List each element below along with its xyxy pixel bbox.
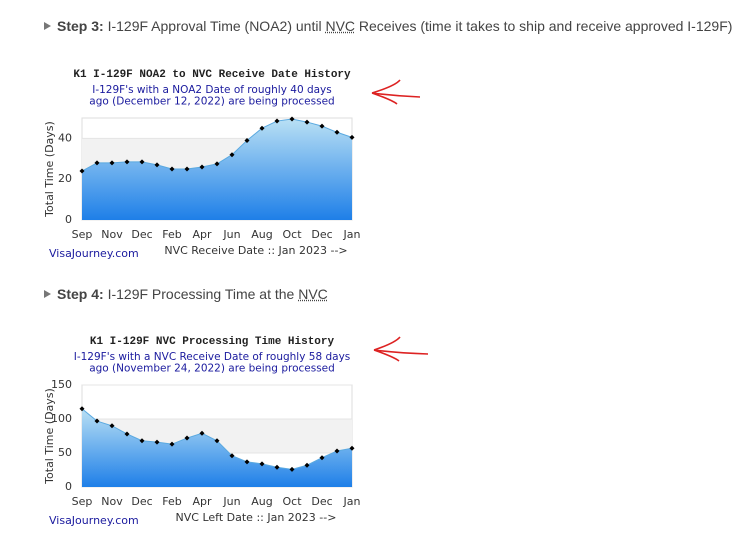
x-tick-label: Sep <box>72 228 93 241</box>
x-tick-label: Oct <box>282 228 302 241</box>
y-tick-label: 0 <box>65 480 72 493</box>
x-tick-label: Jun <box>222 495 240 508</box>
source-link[interactable]: VisaJourney.com <box>49 514 139 527</box>
point <box>199 164 205 170</box>
x-tick-label: Sep <box>72 495 93 508</box>
step-label: Step 3: <box>57 18 104 34</box>
point <box>139 159 145 165</box>
area <box>82 408 352 487</box>
point <box>169 166 175 172</box>
chart-subtitle: ago (December 12, 2022) are being proces… <box>89 96 334 108</box>
x-tick-label: Dec <box>311 228 332 241</box>
x-tick-label: Feb <box>162 495 181 508</box>
point <box>274 118 280 124</box>
point <box>304 462 310 468</box>
step-heading[interactable]: Step 3: I-129F Approval Time (NOA2) unti… <box>44 18 732 34</box>
point <box>79 406 85 412</box>
y-tick-label: 100 <box>51 412 72 425</box>
point <box>184 166 190 172</box>
point <box>154 439 160 445</box>
source-link[interactable]: VisaJourney.com <box>49 247 139 260</box>
point <box>79 168 85 174</box>
x-axis-label: NVC Left Date :: Jan 2023 --> <box>176 511 337 524</box>
chart-subtitle: I-129F's with a NVC Receive Date of roug… <box>74 351 351 363</box>
point <box>274 464 280 470</box>
point <box>199 430 205 436</box>
y-axis-label: Total Time (Days) <box>43 121 56 218</box>
point <box>109 423 115 429</box>
point <box>214 438 220 444</box>
point <box>319 455 325 461</box>
y-tick-label: 40 <box>58 131 72 144</box>
y-tick-label: 50 <box>58 446 72 459</box>
chart-subtitle: ago (November 24, 2022) are being proces… <box>89 363 335 375</box>
point <box>229 453 235 459</box>
x-tick-label: Jun <box>222 228 240 241</box>
x-axis-label: NVC Receive Date :: Jan 2023 --> <box>164 244 347 257</box>
point <box>94 160 100 166</box>
point <box>139 438 145 444</box>
point <box>244 137 250 143</box>
x-tick-label: Dec <box>131 495 152 508</box>
point <box>124 159 130 165</box>
x-tick-label: Apr <box>192 495 212 508</box>
x-tick-label: Nov <box>101 228 123 241</box>
step-abbr: NVC <box>298 286 328 302</box>
step-heading[interactable]: Step 4: I-129F Processing Time at the NV… <box>44 286 328 302</box>
step-text: I-129F Approval Time (NOA2) until <box>107 18 326 34</box>
area <box>82 119 352 220</box>
x-tick-label: Dec <box>311 495 332 508</box>
step-label: Step 4: <box>57 286 104 302</box>
point <box>229 152 235 158</box>
x-tick-label: Aug <box>251 495 272 508</box>
y-tick-label: 150 <box>51 378 72 391</box>
point <box>259 461 265 467</box>
annotation-arrow <box>373 336 429 362</box>
point <box>244 459 250 465</box>
x-tick-label: Jan <box>343 495 361 508</box>
chart-subtitle: I-129F's with a NOA2 Date of roughly 40 … <box>92 84 332 96</box>
point <box>124 431 130 437</box>
point <box>184 435 190 441</box>
step-text: I-129F Processing Time at the <box>107 286 299 302</box>
y-tick-label: 0 <box>65 213 72 226</box>
point <box>334 129 340 135</box>
y-tick-label: 20 <box>58 172 72 185</box>
x-tick-label: Aug <box>251 228 272 241</box>
x-tick-label: Apr <box>192 228 212 241</box>
point <box>94 418 100 424</box>
x-tick-label: Nov <box>101 495 123 508</box>
step-abbr: NVC <box>325 18 356 34</box>
chart-title: K1 I-129F NOA2 to NVC Receive Date Histo… <box>73 69 351 81</box>
x-tick-label: Jan <box>343 228 361 241</box>
point <box>319 123 325 129</box>
step-text: Receives (time it takes to ship and rece… <box>355 18 733 34</box>
point <box>289 466 295 472</box>
point <box>259 125 265 131</box>
point <box>349 134 355 140</box>
point <box>349 445 355 451</box>
point <box>169 441 175 447</box>
y-axis-label: Total Time (Days) <box>43 388 56 485</box>
x-tick-label: Feb <box>162 228 181 241</box>
point <box>304 119 310 125</box>
point <box>289 116 295 122</box>
annotation-arrow <box>371 79 421 105</box>
point <box>334 448 340 454</box>
point <box>109 160 115 166</box>
chart-title: K1 I-129F NVC Processing Time History <box>90 336 335 348</box>
x-tick-label: Oct <box>282 495 302 508</box>
point <box>214 161 220 167</box>
x-tick-label: Dec <box>131 228 152 241</box>
point <box>154 162 160 168</box>
